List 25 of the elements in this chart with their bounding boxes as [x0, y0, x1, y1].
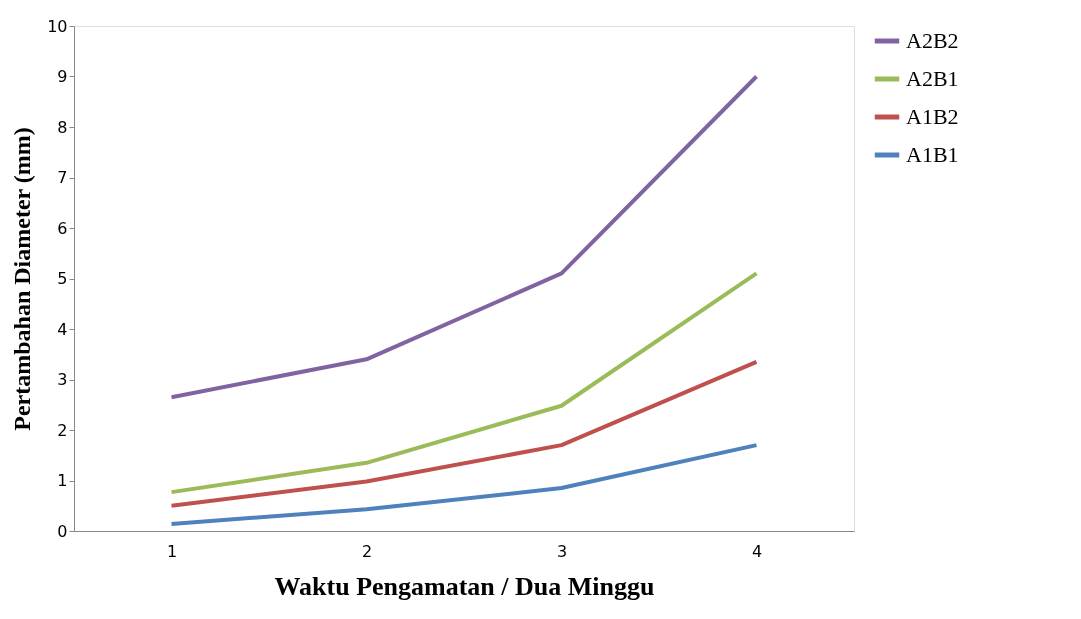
- legend-label: A2B2: [906, 28, 959, 53]
- line-series: [169, 271, 759, 495]
- line-series: [169, 359, 759, 508]
- y-tick-label: 4: [57, 319, 68, 339]
- y-tick-label: 9: [57, 67, 68, 86]
- y-tick-label: 10: [47, 16, 68, 36]
- line-series: [169, 443, 759, 526]
- legend-label: A1B2: [906, 104, 959, 129]
- y-tick-label: 8: [57, 117, 68, 137]
- x-tick-label: 4: [751, 541, 763, 561]
- y-tick-label: 7: [57, 168, 68, 187]
- y-axis-title: Pertambahan Diameter (mm): [9, 127, 36, 431]
- legend-label: A2B1: [906, 66, 959, 91]
- x-axis-title: Waktu Pengamatan / Dua Minggu: [274, 571, 655, 601]
- x-tick-label: 3: [556, 541, 568, 561]
- x-tick-label: 1: [166, 541, 178, 561]
- y-tick-label: 1: [57, 471, 68, 490]
- line-series: [169, 74, 759, 400]
- y-tick-label: 3: [57, 370, 68, 389]
- y-tick-label: 5: [57, 269, 68, 288]
- x-tick-label: 2: [361, 541, 373, 561]
- y-tick-label: 0: [57, 521, 68, 541]
- y-tick-label: 2: [57, 420, 68, 440]
- y-tick-label: 6: [57, 218, 68, 238]
- legend-label: A1B1: [906, 142, 959, 167]
